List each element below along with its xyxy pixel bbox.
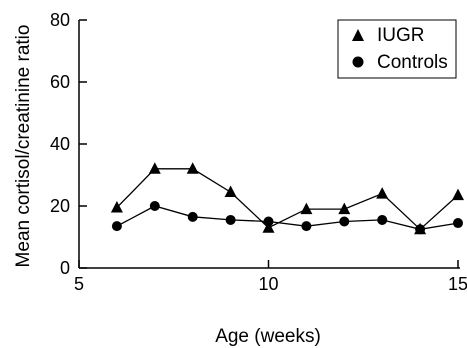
y-tick-label: 40	[50, 134, 70, 154]
data-point-controls	[415, 224, 426, 235]
data-point-iugr	[376, 187, 389, 199]
plot-area: 0 20 40 60 80 5 10 15	[50, 10, 467, 294]
y-tick-label: 60	[50, 72, 70, 92]
data-point-controls	[225, 214, 236, 225]
data-point-iugr	[110, 201, 123, 213]
legend-label-iugr: IUGR	[377, 25, 425, 46]
y-tick-label: 20	[50, 196, 70, 216]
data-point-iugr	[452, 188, 464, 201]
data-point-controls	[187, 211, 198, 222]
data-point-controls	[301, 221, 312, 232]
data-point-iugr	[148, 162, 161, 174]
y-axis-ticks: 0 20 40 60 80	[50, 10, 87, 278]
legend-circle-marker-icon	[352, 56, 364, 68]
data-point-iugr	[186, 162, 199, 174]
y-tick-label: 80	[50, 10, 70, 30]
data-point-controls	[111, 221, 122, 232]
data-point-controls	[453, 218, 463, 229]
x-tick-label: 10	[258, 274, 278, 294]
legend-label-controls: Controls	[377, 52, 448, 73]
data-point-iugr	[338, 202, 351, 215]
data-point-controls	[377, 214, 388, 225]
data-point-iugr	[224, 185, 237, 198]
data-point-controls	[339, 216, 350, 227]
legend: IUGR Controls	[337, 19, 457, 79]
x-tick-label: 5	[74, 274, 84, 294]
data-point-controls	[149, 201, 160, 211]
series-line-iugr	[116, 168, 459, 231]
series-layer	[110, 162, 464, 235]
data-point-iugr	[262, 221, 275, 233]
data-point-iugr	[300, 202, 313, 215]
y-axis-label: Mean cortisol/creatinine ratio	[13, 25, 34, 268]
x-axis-ticks: 5 10 15	[74, 260, 467, 294]
x-tick-label: 15	[448, 274, 467, 294]
x-axis-label: Age (weeks)	[215, 326, 321, 347]
legend-triangle-marker-icon	[352, 29, 364, 41]
y-tick-label: 0	[60, 258, 70, 278]
series-line-controls	[116, 205, 459, 230]
legend-box	[337, 19, 457, 79]
data-point-controls	[263, 216, 274, 227]
